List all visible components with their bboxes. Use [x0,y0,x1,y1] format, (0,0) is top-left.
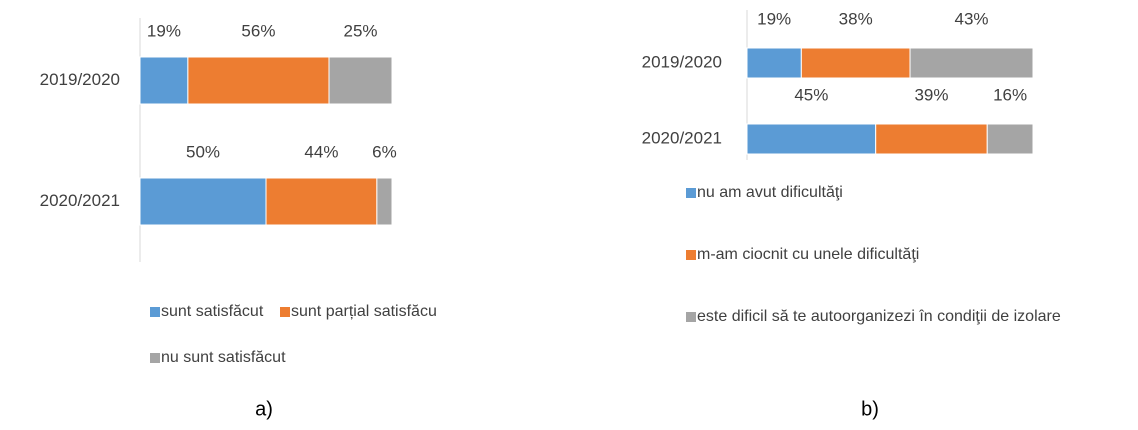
category-label: 2019/2020 [40,70,120,89]
data-label: 45% [794,85,828,104]
legend-swatch [150,353,160,363]
legend-item: sunt satisfăcut [161,303,264,320]
caption: a) [255,398,273,420]
data-label: 19% [757,9,791,28]
legend-swatch [686,250,696,260]
data-label: 44% [304,142,338,161]
legend-label: m-am ciocnit cu unele dificultăţi [697,246,920,263]
bar-segment [746,47,802,79]
bar-segment [187,56,330,105]
legend-label: este dificil să te autoorganizezi în con… [697,308,1061,325]
category-label: 2020/2021 [642,128,722,147]
data-label: 43% [954,9,988,28]
legend-label: sunt satisfăcut [161,303,264,320]
bar-segment [376,177,393,226]
data-label: 39% [914,85,948,104]
data-label: 25% [343,21,377,40]
bar-segment [800,47,911,79]
caption: b) [861,398,879,420]
data-label: 16% [993,85,1027,104]
legend-label: sunt parțial satisfăcu [291,303,437,320]
legend-swatch [686,312,696,322]
bar-segment [746,123,877,155]
data-label: 50% [186,142,220,161]
category-label: 2019/2020 [642,52,722,71]
bar-segment [909,47,1034,79]
legend-item: sunt parțial satisfăcu [291,303,437,320]
legend-swatch [150,307,160,317]
data-label: 19% [147,21,181,40]
data-label: 38% [839,9,873,28]
bar-segment [139,56,189,105]
legend-item: nu am avut dificultăţi [697,184,843,201]
legend-item: este dificil să te autoorganizezi în con… [697,308,1061,325]
data-label: 6% [372,142,397,161]
bar-segment [139,177,267,226]
legend-item: nu sunt satisfăcut [161,349,286,366]
bar-segment [265,177,378,226]
legend-item: m-am ciocnit cu unele dificultăţi [697,246,920,263]
bar-segment [328,56,393,105]
legend-swatch [686,188,696,198]
data-label: 56% [241,21,275,40]
legend-swatch [280,307,290,317]
bar-segment [875,123,988,155]
bar-segment [986,123,1034,155]
category-label: 2020/2021 [40,191,120,210]
legend-label: nu am avut dificultăţi [697,184,843,201]
legend-label: nu sunt satisfăcut [161,349,286,366]
